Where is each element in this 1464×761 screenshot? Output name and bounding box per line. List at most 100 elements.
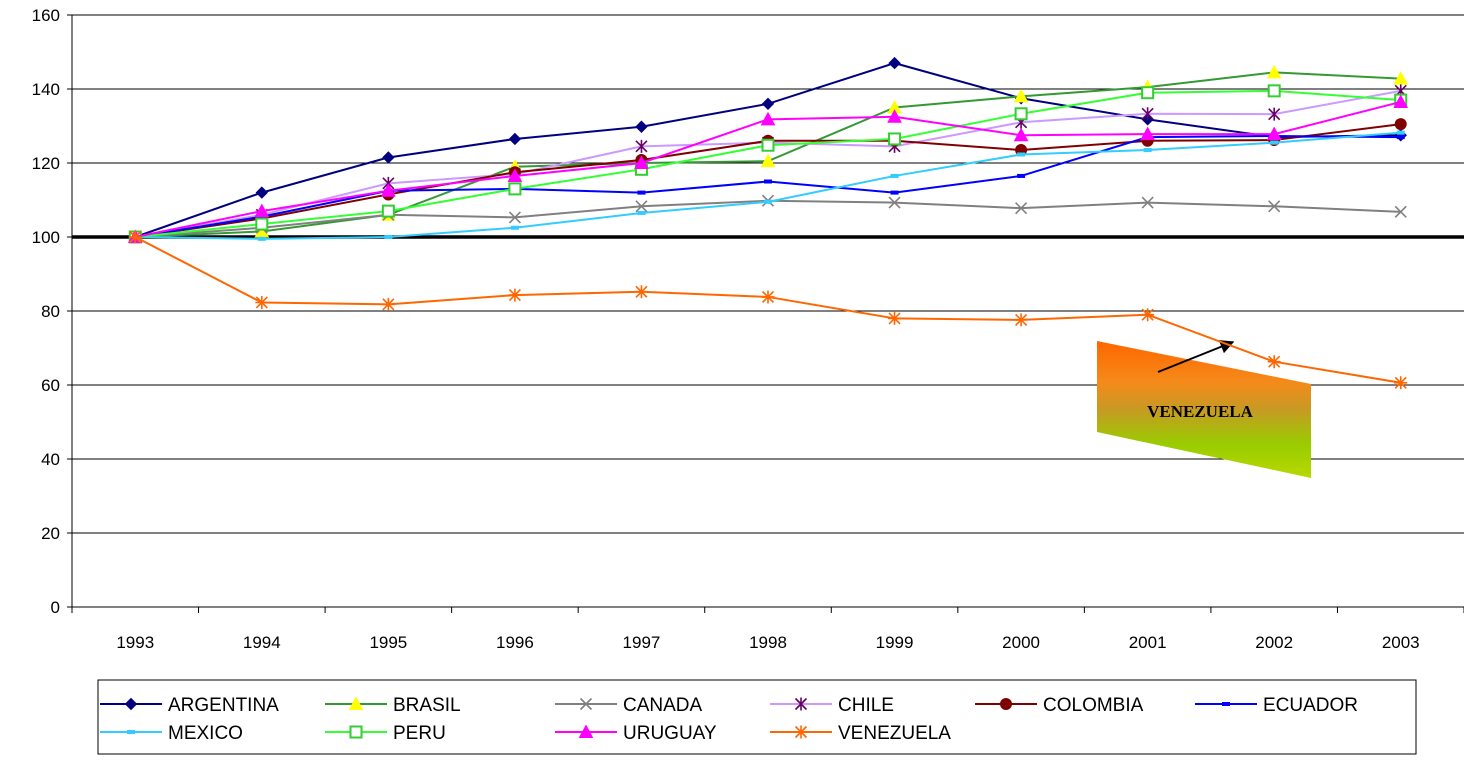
series-line-venezuela (134, 236, 1401, 384)
y-tick-label: 160 (32, 6, 60, 25)
data-point-uruguay (634, 155, 649, 169)
data-point-argentina (508, 132, 522, 146)
data-point-peru (1014, 107, 1028, 121)
annotation-layer: VENEZUELA (1097, 340, 1311, 478)
data-point-canada (1141, 196, 1154, 209)
data-point-venezuela (128, 230, 142, 244)
x-tick-label: 1997 (623, 633, 661, 652)
data-point-ecuador (890, 190, 899, 195)
data-point-venezuela (634, 285, 648, 299)
data-point-mexico (1143, 148, 1152, 153)
legend: ARGENTINA BRASIL CANADA CHILE COLOMBIA ECUADO… (97, 679, 1417, 755)
data-point-brasil (760, 153, 776, 168)
legend-item-colombia: COLOMBIA (975, 695, 1144, 716)
annotation-label: VENEZUELA (1147, 402, 1254, 421)
data-point-peru (508, 182, 522, 196)
y-tick-label: 0 (51, 598, 60, 617)
y-tick-label: 20 (41, 524, 60, 543)
legend-item-venezuela: VENEZUELA (770, 723, 951, 744)
data-point-argentina (382, 151, 395, 164)
data-point-venezuela (1394, 376, 1408, 390)
data-point-brasil (1013, 88, 1029, 103)
data-point-venezuela (888, 311, 902, 325)
data-point-uruguay (507, 168, 523, 182)
data-point-peru (761, 138, 775, 152)
data-point-peru (888, 132, 902, 146)
data-point-mexico (384, 235, 393, 239)
legend-label: ARGENTINA (168, 695, 279, 716)
legend-item-chile: CHILE (770, 695, 894, 716)
legend-label: CANADA (623, 695, 703, 716)
x-tick-label: 2003 (1382, 633, 1420, 652)
legend-swatch-marker (579, 697, 593, 711)
data-point-argentina (761, 97, 775, 111)
x-tick-label: 1996 (496, 633, 534, 652)
data-point-mexico (257, 236, 266, 241)
data-point-ecuador (1017, 173, 1026, 178)
legend-item-ecuador: ECUADOR (1195, 695, 1358, 716)
data-point-uruguay (1393, 94, 1409, 108)
legend-label: PERU (393, 723, 446, 744)
data-point-canada (1268, 200, 1281, 213)
legend-box (97, 679, 1417, 755)
axis-layer: 0 20 40 60 80 100 120 140 160 1993 1994 1995 1996 199… (32, 6, 1464, 652)
series-mexico (131, 130, 1405, 241)
legend-label: VENEZUELA (838, 723, 951, 744)
data-point-brasil (1266, 64, 1282, 79)
data-point-ecuador (637, 190, 646, 195)
x-tick-label: 2002 (1255, 633, 1293, 652)
legend-label: URUGUAY (623, 723, 717, 744)
legend-label: MEXICO (168, 723, 243, 744)
data-point-mexico (1017, 152, 1026, 157)
legend-label: CHILE (838, 695, 894, 716)
data-point-chile (1141, 107, 1154, 121)
y-tick-label: 120 (32, 154, 60, 173)
data-point-chile (635, 139, 648, 153)
x-tick-label: 1995 (369, 633, 407, 652)
x-tick-label: 1993 (116, 633, 154, 652)
legend-swatch-marker (127, 730, 135, 734)
legend-swatch-marker (348, 696, 364, 710)
series-venezuela (128, 230, 1408, 390)
legend-label: COLOMBIA (1043, 695, 1144, 716)
y-tick-label: 140 (32, 80, 60, 99)
data-point-peru (1141, 86, 1155, 100)
data-point-colombia (1394, 118, 1407, 131)
x-tick-label: 2001 (1129, 633, 1167, 652)
data-point-uruguay (1140, 126, 1155, 141)
annotation-arrow (1157, 340, 1235, 373)
legend-swatch-marker (1222, 702, 1230, 706)
data-point-mexico (1396, 130, 1405, 135)
annotation-box (1097, 341, 1311, 478)
data-point-uruguay (254, 203, 270, 218)
data-point-argentina (888, 56, 901, 70)
legend-label: ECUADOR (1263, 695, 1358, 716)
data-point-uruguay (381, 183, 396, 197)
legend-item-uruguay: URUGUAY (555, 723, 717, 744)
legend-item-peru: PERU (325, 723, 446, 744)
data-point-peru (381, 204, 395, 218)
y-tick-label: 60 (41, 376, 60, 395)
data-point-mexico (510, 225, 519, 230)
data-point-venezuela (381, 297, 395, 311)
data-point-ecuador (764, 179, 772, 184)
x-tick-label: 1998 (749, 633, 787, 652)
data-point-canada (1015, 202, 1028, 215)
data-point-canada (1394, 205, 1407, 218)
x-tick-label: 1994 (243, 633, 281, 652)
data-point-uruguay (1013, 127, 1029, 142)
data-point-mexico (890, 173, 899, 178)
data-point-mexico (637, 210, 646, 215)
data-point-venezuela (508, 288, 522, 302)
legend-swatch-marker (578, 724, 594, 738)
data-point-ecuador (1396, 135, 1405, 140)
legend-label: BRASIL (393, 695, 461, 716)
data-point-uruguay (760, 111, 776, 126)
data-point-argentina (635, 120, 648, 133)
legend-swatch-marker (124, 697, 138, 711)
legend-item-argentina: ARGENTINA (100, 695, 279, 716)
legend-swatch-marker (794, 697, 808, 711)
data-point-brasil (1393, 71, 1409, 85)
y-tick-label: 80 (41, 302, 60, 321)
